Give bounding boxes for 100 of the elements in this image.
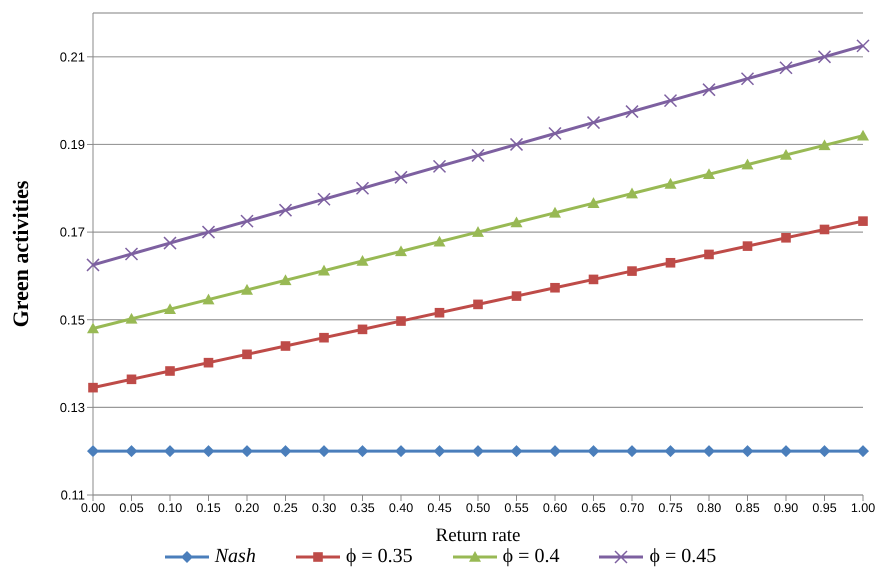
y-axis-title: Green activities (8, 180, 33, 328)
point (164, 303, 176, 314)
point (780, 445, 792, 458)
point (549, 445, 561, 458)
x-tick-label: 0.65 (581, 500, 606, 515)
point (163, 236, 177, 250)
x-tick-label: 0.90 (774, 500, 798, 515)
point (550, 282, 560, 293)
point (510, 216, 522, 228)
point (202, 445, 214, 458)
point (702, 82, 716, 96)
legend-label: ϕ = 0.45 (648, 545, 716, 568)
point (820, 224, 830, 234)
x-tick-label: 0.25 (273, 500, 298, 515)
point (512, 291, 522, 301)
point (126, 445, 138, 458)
point (588, 197, 600, 208)
x-tick-label: 1.00 (850, 500, 876, 515)
point (356, 255, 368, 266)
point (704, 250, 714, 260)
x-tick-label: 0.55 (504, 500, 529, 515)
point (742, 241, 752, 251)
x-tick-label: 0.00 (80, 500, 106, 515)
point (87, 445, 99, 458)
point (434, 308, 444, 318)
x-tick-label: 0.70 (620, 500, 644, 515)
point (818, 139, 830, 150)
point (857, 445, 869, 458)
point (434, 445, 446, 458)
point (742, 445, 754, 458)
point (395, 245, 407, 256)
point (124, 247, 138, 261)
point (626, 188, 638, 198)
point (664, 94, 678, 108)
point (280, 274, 292, 286)
x-tick-label: 0.80 (696, 500, 722, 515)
point (586, 116, 600, 130)
point (278, 203, 292, 217)
point (472, 445, 484, 458)
point (471, 148, 485, 162)
x-tick-label: 0.20 (234, 500, 260, 515)
x-tick-label: 0.75 (658, 500, 683, 515)
x-tick-label: 0.60 (542, 500, 568, 515)
point (318, 264, 330, 276)
point (473, 300, 483, 310)
point (626, 445, 638, 458)
point (358, 324, 368, 334)
y-tick-label: 0.15 (60, 312, 85, 328)
point (242, 350, 252, 360)
point (432, 160, 446, 174)
point (165, 366, 175, 376)
point (280, 445, 292, 458)
point (510, 138, 524, 152)
x-tick-label: 0.05 (119, 500, 144, 515)
point (204, 358, 214, 368)
point (856, 39, 870, 53)
x-tick-label: 0.10 (158, 500, 182, 515)
legend-label: Nash (214, 545, 256, 568)
point (858, 216, 868, 226)
x-tick-label: 0.85 (735, 500, 760, 515)
point (472, 226, 484, 237)
point (548, 126, 562, 140)
point (510, 445, 522, 458)
point (86, 258, 100, 272)
point (857, 130, 869, 140)
x-tick-label: 0.40 (388, 500, 414, 515)
x-tick-label: 0.35 (350, 500, 375, 515)
point (396, 316, 406, 326)
point (434, 236, 446, 247)
x-tick-label: 0.15 (196, 500, 221, 515)
point (742, 158, 754, 170)
point (625, 104, 639, 118)
point (356, 445, 368, 458)
point (126, 374, 136, 384)
point (664, 445, 676, 458)
point (549, 206, 561, 218)
point (818, 445, 830, 458)
x-tick-label: 0.50 (466, 500, 490, 515)
point (664, 178, 676, 189)
point (164, 445, 176, 458)
point (395, 445, 407, 458)
point (356, 182, 370, 196)
point (126, 312, 138, 324)
point (241, 284, 253, 295)
y-tick-label: 0.13 (60, 400, 85, 415)
point (318, 445, 330, 458)
x-axis-title: Return rate (436, 525, 520, 546)
y-tick-label: 0.19 (60, 137, 85, 152)
x-tick-label: 0.95 (812, 500, 837, 515)
point (317, 192, 331, 206)
point (280, 341, 290, 351)
point (703, 168, 715, 180)
point (703, 445, 715, 458)
legend-label: ϕ = 0.35 (344, 545, 413, 568)
x-tick-label: 0.30 (312, 500, 336, 515)
point (627, 266, 637, 276)
point (394, 170, 408, 184)
x-tick-label: 0.45 (427, 500, 452, 515)
y-tick-label: 0.11 (60, 488, 85, 503)
point (588, 445, 600, 458)
